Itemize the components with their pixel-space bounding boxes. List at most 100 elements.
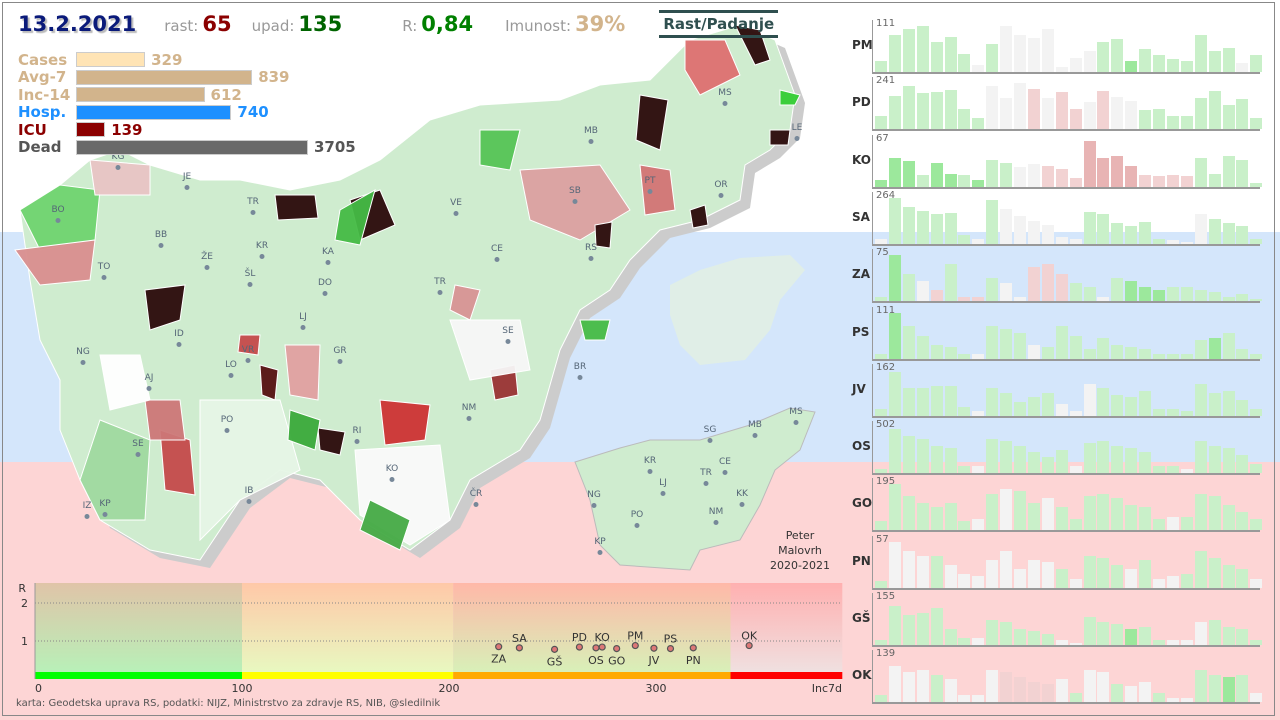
region-bar (1139, 174, 1152, 187)
region-bar (1014, 491, 1026, 531)
region-max: 67 (876, 132, 889, 144)
region-bar (986, 278, 999, 302)
city-dot-icon (588, 256, 594, 261)
region-bar (902, 160, 915, 187)
map-label-sg: SG (703, 425, 717, 435)
region-bar (1027, 163, 1040, 187)
region-panel-10: GŠ 155 (846, 591, 1266, 649)
region-bar (916, 388, 929, 416)
zone-bar (453, 672, 731, 679)
city-dot-icon (713, 520, 719, 525)
region-bar (875, 695, 887, 703)
region-bar (916, 174, 929, 187)
region-bar (958, 296, 971, 302)
map-label-kp: KP (594, 537, 606, 547)
region-bar (1139, 49, 1152, 72)
point-GO (613, 644, 621, 653)
region-bar (1014, 167, 1026, 187)
region-bar (1027, 37, 1040, 72)
region-bar (1125, 166, 1138, 187)
stat-avg7: Avg-7 839 (18, 68, 290, 86)
city-dot-icon (752, 433, 758, 438)
map-label-sb: SB (569, 186, 581, 196)
region-bar (1014, 83, 1026, 130)
x-axis-label: Inc7d (812, 682, 842, 695)
region-bar (1194, 289, 1207, 302)
r-value: 0,84 (421, 12, 474, 36)
city-dot-icon (115, 165, 121, 170)
region-bar (1208, 218, 1221, 244)
city-dot-icon (588, 139, 594, 144)
region-bar (1250, 353, 1263, 359)
region-bar (986, 670, 999, 703)
stat-bar (76, 69, 253, 85)
region-max: 75 (876, 247, 889, 259)
region-bar (902, 207, 915, 244)
region-bar (1069, 239, 1082, 244)
region-bar (1097, 557, 1110, 588)
map-label-ib: IB (244, 486, 254, 496)
region-bar (1139, 390, 1152, 416)
city-dot-icon (739, 502, 745, 507)
point-PS (666, 644, 675, 653)
city-dot-icon (793, 420, 799, 425)
region-bar (944, 628, 957, 645)
region-bar (902, 388, 915, 416)
region-bar (1166, 174, 1179, 187)
map-label-or: OR (714, 180, 728, 190)
region-panel-6: JV 162 (846, 362, 1266, 420)
region-bar (1250, 182, 1263, 187)
region-panel-7: OS 502 (846, 419, 1266, 477)
y-tick-label: 1 (21, 635, 28, 648)
region-bar (902, 495, 915, 531)
region-bar (944, 90, 957, 130)
region-bar (875, 580, 887, 588)
point-SA (515, 644, 523, 652)
region-axis (872, 478, 1263, 533)
region-bar (972, 576, 985, 588)
region-bar (1000, 622, 1013, 645)
region-bar (930, 214, 943, 244)
region-bar (902, 273, 915, 302)
point-label: OK (741, 630, 758, 643)
region-bar (1180, 516, 1193, 531)
region-bar (1125, 347, 1138, 359)
region-axis (872, 249, 1263, 304)
region-bar (1097, 158, 1110, 187)
region-bar (1027, 681, 1040, 703)
region-bar (916, 26, 929, 72)
region-bar (1111, 278, 1124, 302)
region-bar (1111, 344, 1124, 359)
city-dot-icon (466, 416, 472, 421)
region-bar (1166, 516, 1179, 531)
rast-padanje-toggle[interactable]: Rast/Padanje (659, 10, 779, 38)
map-label-kr: KR (643, 456, 657, 466)
region-bar (1208, 292, 1221, 302)
region-panel-0: PM 111 (846, 18, 1266, 76)
map-label-bb: BB (154, 230, 168, 240)
region-bar (1083, 383, 1096, 416)
region-bar (1041, 29, 1054, 72)
region-bar (1111, 97, 1124, 130)
map-label-čr: ČR (469, 489, 483, 499)
city-dot-icon (577, 375, 583, 380)
region-bar (1194, 440, 1207, 474)
region-bar (1014, 296, 1026, 302)
city-dot-icon (660, 491, 666, 496)
region-name: OS (852, 439, 871, 454)
region-bar (930, 674, 943, 703)
region-bar (944, 264, 957, 302)
city-dot-icon (146, 386, 152, 391)
city-dot-icon (722, 470, 728, 475)
stat-label: Inc-14 (18, 85, 71, 104)
city-dot-icon (247, 282, 253, 287)
city-dot-icon (437, 290, 443, 295)
region-axis (872, 191, 1263, 246)
region-bar (1194, 550, 1207, 588)
city-dot-icon (718, 193, 724, 198)
region-bar (944, 564, 957, 588)
region-bar (916, 555, 929, 588)
region-name: SA (852, 209, 870, 224)
region-bar (1041, 165, 1054, 187)
